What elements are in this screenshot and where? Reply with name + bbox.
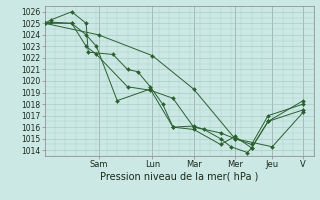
X-axis label: Pression niveau de la mer( hPa ): Pression niveau de la mer( hPa ) [100,172,258,182]
